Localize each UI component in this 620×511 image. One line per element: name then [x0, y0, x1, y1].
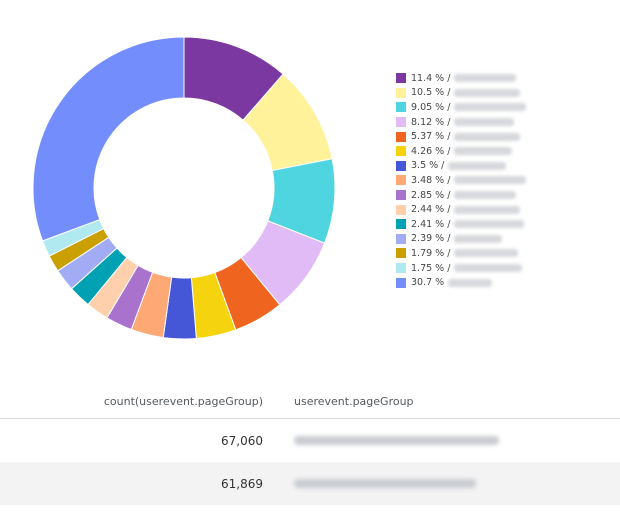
legend-redacted-name	[454, 264, 523, 273]
legend-item[interactable]: 11.4 % /	[396, 71, 616, 86]
legend-item[interactable]: 2.85 % /	[396, 188, 616, 203]
legend-item[interactable]: 5.37 % /	[396, 129, 616, 144]
legend-label: 8.12 %	[411, 116, 445, 128]
legend-redacted-name	[448, 161, 507, 170]
legend-redacted-name	[454, 205, 521, 214]
table-row[interactable]: 61,869	[0, 462, 620, 505]
legend-label: 11.4 %	[411, 72, 445, 84]
legend-label: 4.26 %	[411, 145, 445, 157]
legend-item[interactable]: 9.05 % /	[396, 100, 616, 115]
pagegroup-cell-redacted	[263, 477, 476, 491]
legend-label: 2.44 %	[411, 204, 445, 216]
count-cell: 67,060	[221, 433, 263, 448]
table-header-row: count(userevent.pageGroup) userevent.pag…	[0, 384, 620, 419]
legend-swatch	[396, 102, 406, 113]
legend-item[interactable]: 3.48 % /	[396, 173, 616, 188]
legend-swatch	[396, 73, 406, 84]
legend-redacted-name	[454, 88, 521, 97]
legend-swatch	[396, 219, 406, 230]
legend-redacted-name	[454, 176, 527, 185]
legend-redacted-name	[454, 74, 517, 83]
legend-swatch	[396, 117, 406, 128]
legend-path-prefix: /	[447, 116, 451, 128]
legend-redacted-name	[454, 234, 503, 243]
legend-swatch	[396, 190, 406, 201]
legend-swatch	[396, 175, 406, 186]
legend-redacted-name	[454, 249, 519, 258]
legend-path-prefix: /	[447, 233, 451, 245]
legend-swatch	[396, 233, 406, 244]
legend-label: 30.7 %	[411, 277, 445, 289]
legend-item[interactable]: 1.79 % /	[396, 246, 616, 261]
legend-swatch	[396, 87, 406, 98]
legend-path-prefix: /	[447, 247, 451, 259]
legend-redacted-name	[454, 103, 527, 112]
pagegroup-cell-redacted	[263, 434, 499, 448]
legend-item[interactable]: 3.5 % /	[396, 159, 616, 174]
legend-label: 9.05 %	[411, 101, 445, 113]
legend-path-prefix: /	[447, 131, 451, 143]
legend-swatch	[396, 248, 406, 259]
column-header-pagegroup[interactable]: userevent.pageGroup	[294, 394, 414, 408]
legend-label: 1.75 %	[411, 262, 445, 274]
chart-legend: 11.4 %/10.5 %/9.05 %/8.12 %/5.37 %/4.26 …	[396, 71, 616, 290]
legend-item[interactable]: 2.41 % /	[396, 217, 616, 232]
legend-item[interactable]: 30.7 %	[396, 275, 616, 290]
legend-redacted-name	[454, 132, 521, 141]
legend-label: 2.85 %	[411, 189, 445, 201]
legend-path-prefix: /	[447, 101, 451, 113]
legend-item[interactable]: 10.5 % /	[396, 86, 616, 101]
results-table: count(userevent.pageGroup) userevent.pag…	[0, 384, 620, 505]
count-cell: 61,869	[221, 476, 263, 491]
legend-item[interactable]: 8.12 % /	[396, 115, 616, 130]
legend-redacted-name	[448, 278, 493, 287]
legend-redacted-name	[454, 118, 515, 127]
legend-label: 1.79 %	[411, 247, 445, 259]
legend-item[interactable]: 2.44 % /	[396, 202, 616, 217]
legend-path-prefix: /	[447, 87, 451, 99]
legend-label: 5.37 %	[411, 131, 445, 143]
legend-path-prefix: /	[447, 262, 451, 274]
legend-path-prefix: /	[447, 204, 451, 216]
legend-redacted-name	[454, 220, 525, 229]
legend-item[interactable]: 1.75 % /	[396, 261, 616, 276]
legend-swatch	[396, 204, 406, 215]
legend-item[interactable]: 2.39 % /	[396, 232, 616, 247]
legend-label: 2.41 %	[411, 218, 445, 230]
legend-swatch	[396, 263, 406, 274]
legend-path-prefix: /	[447, 72, 451, 84]
table-row[interactable]: 67,060	[0, 419, 620, 462]
legend-label: 10.5 %	[411, 87, 445, 99]
legend-item[interactable]: 4.26 % /	[396, 144, 616, 159]
legend-label: 3.48 %	[411, 174, 445, 186]
legend-redacted-name	[454, 191, 517, 200]
legend-path-prefix: /	[447, 189, 451, 201]
legend-redacted-name	[454, 147, 513, 156]
legend-label: 2.39 %	[411, 233, 445, 245]
legend-swatch	[396, 277, 406, 288]
donut-chart	[32, 36, 336, 340]
legend-path-prefix: /	[447, 174, 451, 186]
legend-path-prefix: /	[447, 145, 451, 157]
column-header-count[interactable]: count(userevent.pageGroup)	[103, 394, 263, 408]
legend-path-prefix: /	[441, 160, 445, 172]
legend-label: 3.5 %	[411, 160, 439, 172]
legend-swatch	[396, 131, 406, 142]
legend-swatch	[396, 146, 406, 157]
legend-path-prefix: /	[447, 218, 451, 230]
legend-swatch	[396, 160, 406, 171]
donut-slice-15[interactable]	[32, 36, 185, 242]
